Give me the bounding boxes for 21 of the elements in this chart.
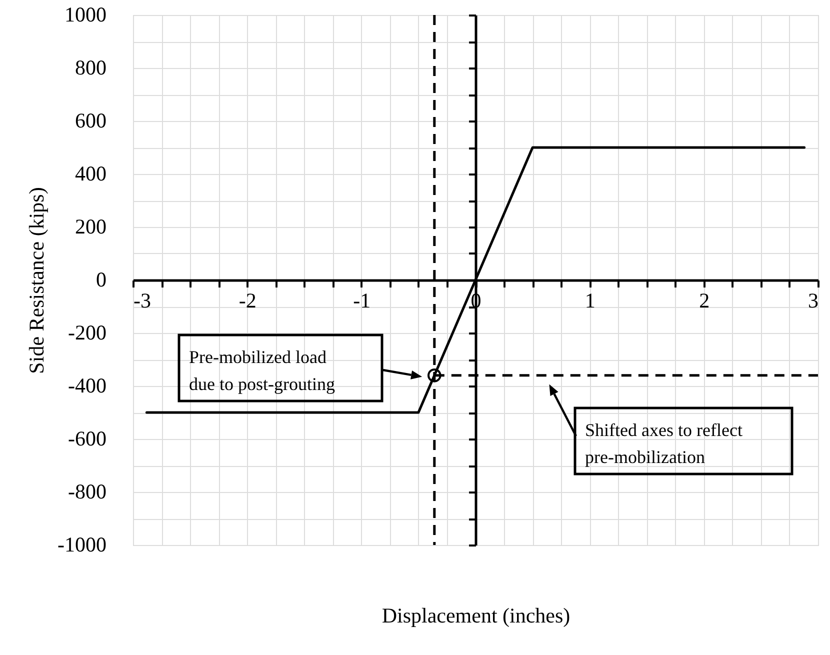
- x-tick-label: 3: [808, 288, 818, 312]
- y-tick-label: 200: [75, 214, 106, 238]
- annotation: Shifted axes to reflect pre-mobilization: [585, 420, 742, 467]
- y-tick-label: -400: [68, 374, 106, 398]
- x-tick-label: -1: [353, 288, 371, 312]
- y-tick-label: -1000: [58, 532, 106, 556]
- x-tick-label: -3: [134, 288, 151, 312]
- x-axis-title: Displacement (inches): [382, 604, 570, 628]
- y-tick-label: 600: [75, 108, 106, 132]
- x-tick-label: 1: [584, 288, 596, 312]
- y-tick-label: -600: [68, 426, 106, 450]
- y-tick-label: 400: [75, 162, 106, 186]
- y-tick-label: 800: [75, 56, 106, 80]
- y-axis-title: Side Resistance (kips): [24, 187, 48, 374]
- x-tick-label: -2: [238, 288, 256, 312]
- y-tick-label: 0: [96, 268, 106, 292]
- y-tick-label: 1000: [64, 2, 106, 26]
- annotation: Pre-mobilized load due to post-grouting: [189, 347, 335, 394]
- x-tick-label: 2: [699, 288, 710, 312]
- y-tick-label: -800: [68, 480, 106, 504]
- y-tick-label: -200: [68, 320, 106, 344]
